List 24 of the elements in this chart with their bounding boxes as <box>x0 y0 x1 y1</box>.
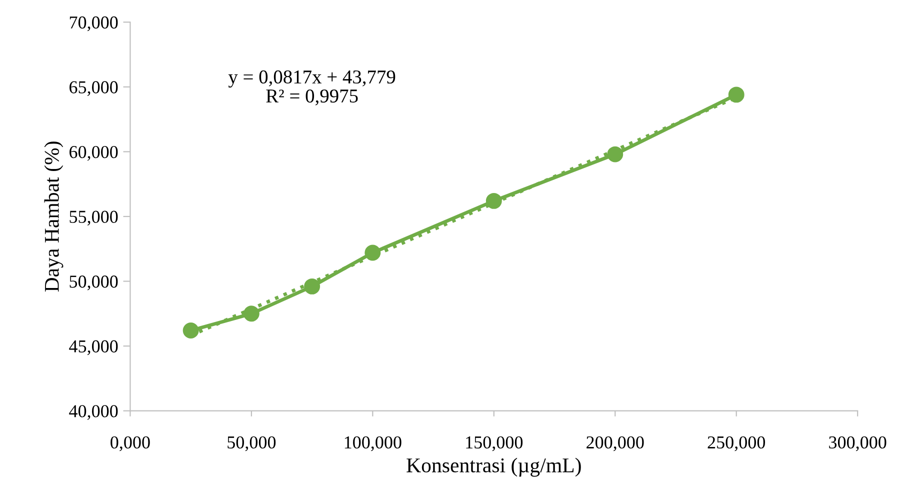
annotation: y = 0,0817x + 43,779 R² = 0,9975 <box>228 70 396 106</box>
x-tick-label: 250,000 <box>708 436 766 452</box>
x-tick-label: 0,000 <box>110 436 150 452</box>
point <box>607 146 624 162</box>
x-axis-title: Konsentrasi (µg/mL) <box>406 458 581 477</box>
y-tick-label: 65,000 <box>70 81 118 96</box>
point <box>182 322 199 338</box>
x-tick-label: 100,000 <box>344 436 402 452</box>
y-axis-title: Daya Hambat (%) <box>44 142 64 292</box>
y-tick-label: 55,000 <box>70 210 118 226</box>
point <box>728 86 744 103</box>
y-tick-label: 50,000 <box>70 276 118 290</box>
y-tick-label: 60,000 <box>70 146 118 161</box>
point <box>486 192 502 209</box>
x-tick-label: 200,000 <box>586 436 644 452</box>
x-tick-label: 300,000 <box>829 436 886 452</box>
point <box>304 278 320 294</box>
y-tick-label: 45,000 <box>69 340 118 356</box>
x-tick-label: 150,000 <box>466 436 523 452</box>
y-tick-label: 40,000 <box>69 405 118 420</box>
x-tick-label: 50,000 <box>228 436 276 452</box>
point <box>243 306 260 322</box>
point <box>364 244 381 261</box>
y-tick-label: 70,000 <box>70 16 118 32</box>
